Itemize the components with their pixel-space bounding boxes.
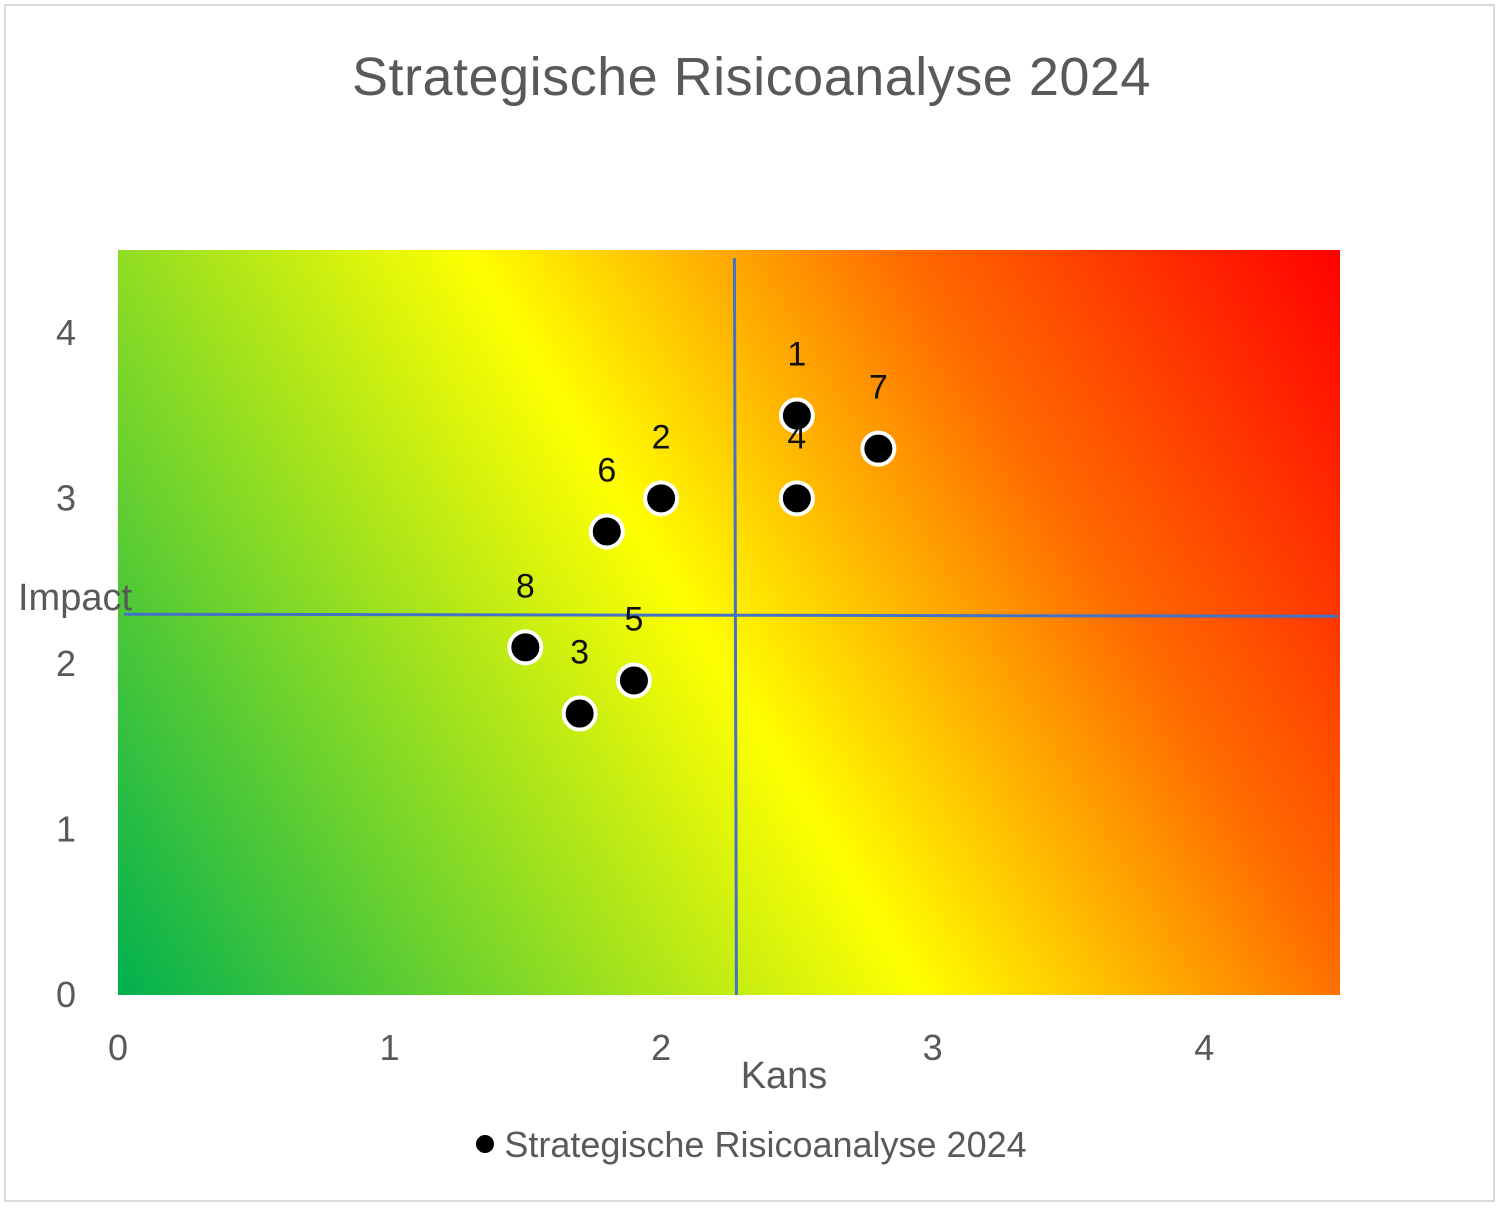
horizontal-reference-line [123,612,1339,618]
data-point-4 [778,480,815,517]
data-point-6 [588,513,625,550]
y-tick-label: 4 [56,312,76,353]
point-label-2: 2 [652,418,671,456]
data-point-7 [860,430,897,467]
x-tick-label: 1 [380,1027,400,1068]
chart-title: Strategische Risicoanalyse 2024 [352,47,1151,107]
vertical-reference-line [732,257,738,996]
data-point-8 [507,629,544,666]
data-point-1 [778,397,815,434]
y-axis-title: Impact [18,577,132,619]
point-label-6: 6 [597,451,616,489]
y-tick-label: 2 [56,643,76,684]
point-label-7: 7 [869,369,888,407]
point-labels: 1 2 3 4 5 6 7 8 [516,336,888,672]
data-point-2 [643,480,680,517]
y-tick-label: 0 [56,974,76,1015]
y-tick-label: 1 [56,808,76,849]
legend: Strategische Risicoanalyse 2024 [0,1124,1503,1166]
plot-area-background [118,250,1340,995]
point-label-4: 4 [787,418,806,456]
y-tick-labels: 0 1 2 3 4 [56,312,76,1015]
x-tick-label: 3 [923,1027,943,1068]
x-tick-label: 0 [108,1027,128,1068]
legend-label: Strategische Risicoanalyse 2024 [504,1124,1027,1165]
x-tick-label: 2 [651,1027,671,1068]
x-axis-title: Kans [741,1055,828,1097]
data-point-3 [561,695,598,732]
data-points [507,397,897,732]
point-label-5: 5 [624,600,643,638]
data-point-5 [615,662,652,699]
point-label-3: 3 [570,634,589,672]
legend-marker [476,1135,495,1154]
y-tick-label: 3 [56,477,76,518]
x-tick-label: 4 [1194,1027,1214,1068]
point-label-1: 1 [787,336,806,374]
point-label-8: 8 [516,567,535,605]
reference-lines [123,257,1339,996]
x-tick-labels: 0 1 2 3 4 [108,1027,1214,1068]
